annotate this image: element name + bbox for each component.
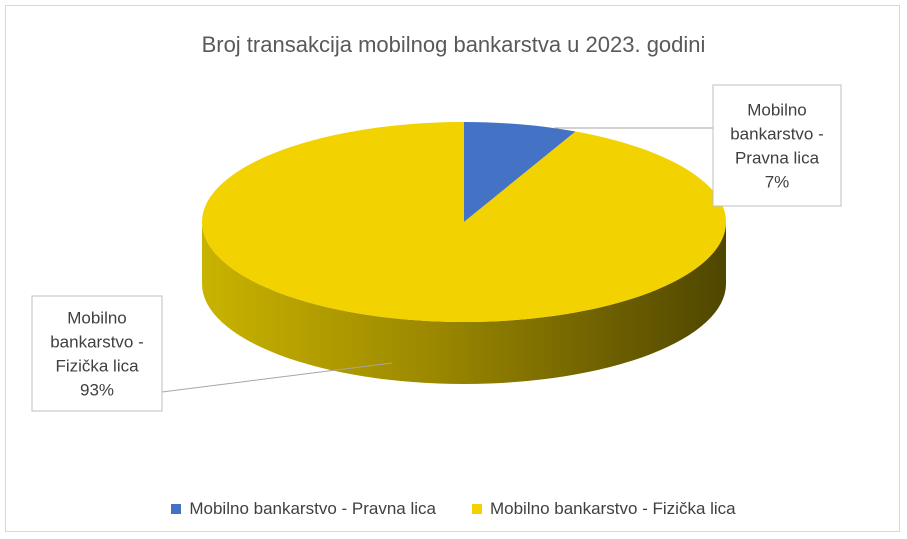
data-label-1-line-2: Fizička lica [55, 357, 139, 376]
data-label-1-line-0: Mobilno [67, 309, 127, 328]
data-label-0-line-0: Mobilno [747, 101, 807, 120]
legend-swatch-0 [171, 504, 181, 514]
legend-label-1: Mobilno bankarstvo - Fizička lica [490, 499, 736, 519]
data-label-0-line-1: bankarstvo - [730, 125, 824, 144]
legend-entry-0: Mobilno bankarstvo - Pravna lica [171, 499, 436, 519]
data-label-1-line-3: 93% [80, 381, 114, 400]
legend-swatch-1 [472, 504, 482, 514]
leader-line-1 [162, 363, 392, 392]
legend: Mobilno bankarstvo - Pravna lica Mobilno … [0, 499, 907, 519]
data-label-1-line-1: bankarstvo - [50, 333, 144, 352]
legend-entry-1: Mobilno bankarstvo - Fizička lica [472, 499, 736, 519]
legend-label-0: Mobilno bankarstvo - Pravna lica [189, 499, 436, 519]
data-label-0-line-2: Pravna lica [735, 149, 820, 168]
data-label-0-line-3: 7% [765, 173, 790, 192]
